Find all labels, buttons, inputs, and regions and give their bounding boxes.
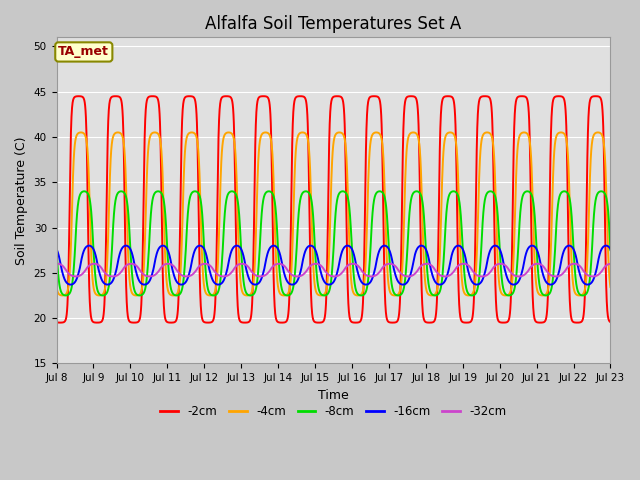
Text: TA_met: TA_met	[58, 46, 109, 59]
-32cm	[116, 270, 124, 276]
-4cm	[265, 132, 273, 137]
-8cm	[265, 189, 273, 194]
-4cm	[607, 284, 614, 290]
-4cm	[116, 130, 124, 136]
-16cm	[116, 251, 124, 256]
X-axis label: Time: Time	[318, 389, 349, 402]
-16cm	[536, 258, 544, 264]
-8cm	[597, 189, 605, 194]
-2cm	[596, 95, 604, 100]
-16cm	[67, 282, 74, 288]
-2cm	[289, 112, 297, 118]
-16cm	[596, 251, 604, 257]
Legend: -2cm, -4cm, -8cm, -16cm, -32cm: -2cm, -4cm, -8cm, -16cm, -32cm	[156, 400, 511, 423]
-16cm	[149, 269, 157, 275]
-32cm	[265, 269, 273, 275]
-32cm	[52, 261, 60, 267]
Line: -2cm: -2cm	[56, 96, 611, 323]
-2cm	[536, 320, 544, 325]
-8cm	[52, 247, 60, 253]
-4cm	[149, 130, 157, 136]
-16cm	[607, 246, 614, 252]
-32cm	[149, 273, 157, 279]
-16cm	[265, 247, 273, 252]
-16cm	[289, 282, 297, 288]
-32cm	[289, 273, 297, 278]
-8cm	[116, 189, 124, 194]
-32cm	[596, 270, 604, 276]
-8cm	[607, 247, 614, 253]
-8cm	[62, 293, 70, 299]
Line: -32cm: -32cm	[56, 264, 611, 276]
-4cm	[596, 130, 604, 136]
-2cm	[592, 93, 600, 99]
Line: -8cm: -8cm	[56, 192, 611, 296]
-32cm	[53, 261, 61, 266]
-16cm	[52, 246, 60, 252]
-4cm	[289, 223, 297, 229]
-32cm	[607, 261, 614, 267]
-32cm	[589, 274, 596, 279]
-32cm	[536, 261, 544, 267]
Line: -4cm: -4cm	[56, 132, 611, 296]
Y-axis label: Soil Temperature (C): Soil Temperature (C)	[15, 136, 28, 264]
-2cm	[52, 319, 60, 325]
-8cm	[536, 285, 544, 291]
-8cm	[596, 189, 604, 194]
-4cm	[59, 293, 67, 299]
-4cm	[536, 292, 544, 298]
-4cm	[594, 130, 602, 135]
-2cm	[149, 93, 157, 99]
-2cm	[116, 95, 124, 100]
-4cm	[52, 284, 60, 290]
Line: -16cm: -16cm	[56, 246, 611, 285]
-2cm	[607, 319, 614, 325]
-2cm	[265, 98, 273, 104]
Title: Alfalfa Soil Temperatures Set A: Alfalfa Soil Temperatures Set A	[205, 15, 461, 33]
-8cm	[289, 285, 297, 291]
-2cm	[56, 320, 64, 325]
-8cm	[149, 196, 157, 202]
-16cm	[602, 243, 610, 249]
